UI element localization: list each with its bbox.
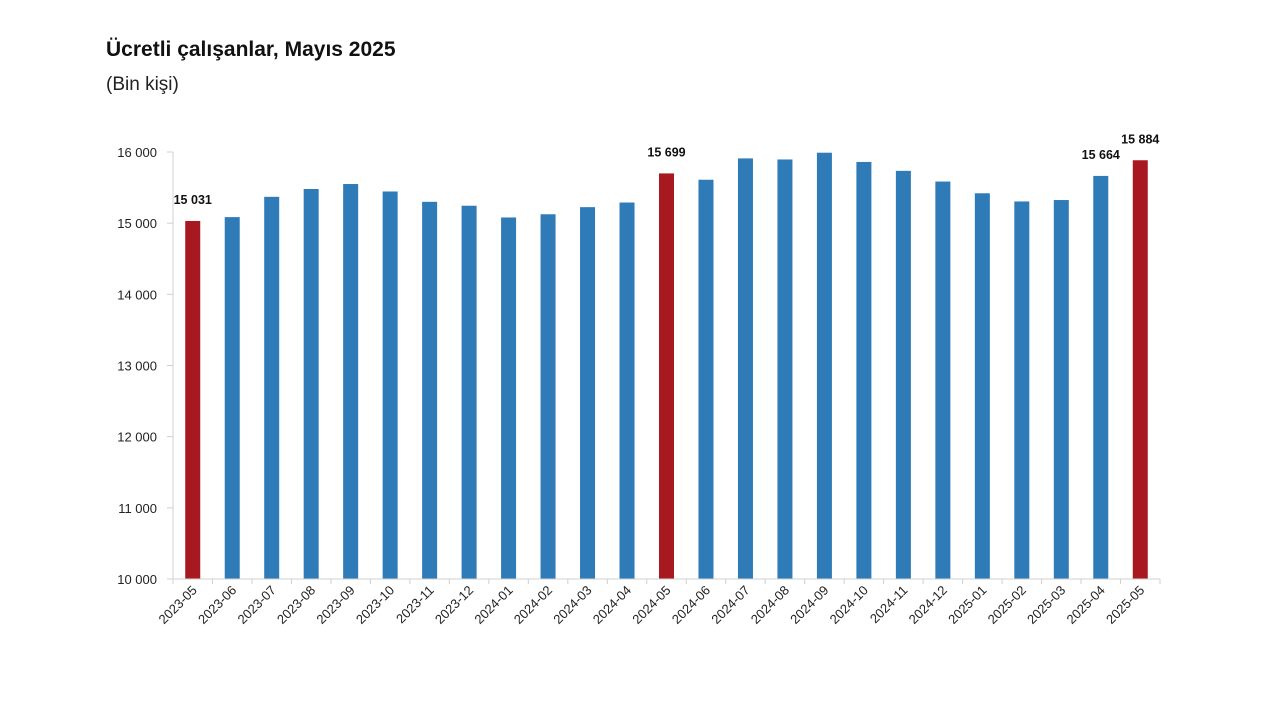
bar-2023-10 xyxy=(382,191,398,579)
x-tick-label: 2023-10 xyxy=(353,583,397,627)
chart-subtitle: (Bin kişi) xyxy=(106,74,179,95)
x-tick-label: 2023-06 xyxy=(195,583,239,627)
y-tick-label: 15 000 xyxy=(117,216,157,231)
bar-2024-04 xyxy=(619,202,635,580)
bar-2024-10 xyxy=(856,161,872,580)
bar-2023-09 xyxy=(343,184,359,579)
y-tick-label: 16 000 xyxy=(117,145,157,160)
x-tick-label: 2024-08 xyxy=(748,583,792,627)
x-tick-label: 2025-04 xyxy=(1064,583,1108,627)
y-tick-label: 14 000 xyxy=(117,287,157,302)
bar-2025-01 xyxy=(974,193,990,579)
x-tick-label: 2023-08 xyxy=(274,583,318,627)
x-tick-label: 2024-07 xyxy=(708,583,752,627)
bar-2025-04 xyxy=(1093,175,1109,580)
x-tick-label: 2023-11 xyxy=(393,583,437,627)
x-tick-label: 2024-04 xyxy=(590,583,634,627)
x-tick-label: 2024-09 xyxy=(787,583,831,627)
bar-2025-05 xyxy=(1132,160,1148,579)
bar-2024-03 xyxy=(580,207,596,579)
x-tick-label: 2024-10 xyxy=(827,583,871,627)
bar-2024-09 xyxy=(816,152,832,579)
x-tick-label: 2024-03 xyxy=(550,583,594,627)
bar-2024-11 xyxy=(895,170,911,579)
x-tick-label: 2024-02 xyxy=(511,583,555,627)
bar-2023-06 xyxy=(224,217,240,579)
bar-2023-05 xyxy=(185,220,201,579)
bars xyxy=(185,152,1148,580)
bar-2024-01 xyxy=(501,217,517,579)
x-tick-label: 2025-01 xyxy=(945,583,989,627)
bar-2024-02 xyxy=(540,214,556,580)
data-label-2025-05: 15 884 xyxy=(1121,132,1159,146)
y-tick-label: 13 000 xyxy=(117,359,157,374)
bar-2024-06 xyxy=(698,179,714,579)
x-tick-label: 2023-07 xyxy=(234,583,278,627)
x-tick-label: 2024-06 xyxy=(669,583,713,627)
x-tick-label: 2025-02 xyxy=(985,583,1029,627)
x-tick-label: 2024-01 xyxy=(471,583,515,627)
data-label-2023-05: 15 031 xyxy=(174,193,212,207)
x-tick-label: 2024-12 xyxy=(906,583,950,627)
x-axis: 2023-052023-062023-072023-082023-092023-… xyxy=(156,578,1161,627)
bar-2024-05 xyxy=(659,173,674,579)
data-label-2024-05: 15 699 xyxy=(647,145,685,159)
x-tick-label: 2025-03 xyxy=(1024,583,1068,627)
bar-2023-11 xyxy=(422,201,438,580)
bar-2023-08 xyxy=(303,189,319,580)
x-tick-label: 2024-05 xyxy=(629,583,673,627)
x-tick-label: 2023-09 xyxy=(313,583,357,627)
bar-2024-12 xyxy=(935,181,951,579)
bar-2023-12 xyxy=(461,205,477,579)
x-tick-label: 2023-12 xyxy=(432,583,476,627)
x-tick-label: 2024-11 xyxy=(867,583,911,627)
bar-2023-07 xyxy=(264,196,280,579)
bar-2024-07 xyxy=(737,158,753,579)
bar-2025-03 xyxy=(1053,200,1069,579)
data-label-2025-04: 15 664 xyxy=(1082,148,1120,162)
x-tick-label: 2025-05 xyxy=(1103,583,1147,627)
y-tick-label: 12 000 xyxy=(117,430,157,445)
y-tick-label: 10 000 xyxy=(117,572,157,587)
x-tick-label: 2023-05 xyxy=(156,583,200,627)
chart-title: Ücretli çalışanlar, Mayıs 2025 xyxy=(106,38,396,61)
y-tick-label: 11 000 xyxy=(118,501,157,516)
y-axis: 10 000 11 000 12 000 13 000 14 000 15 000 16 0… xyxy=(117,145,174,587)
bar-2024-08 xyxy=(777,159,793,579)
bar-2025-02 xyxy=(1014,201,1030,580)
